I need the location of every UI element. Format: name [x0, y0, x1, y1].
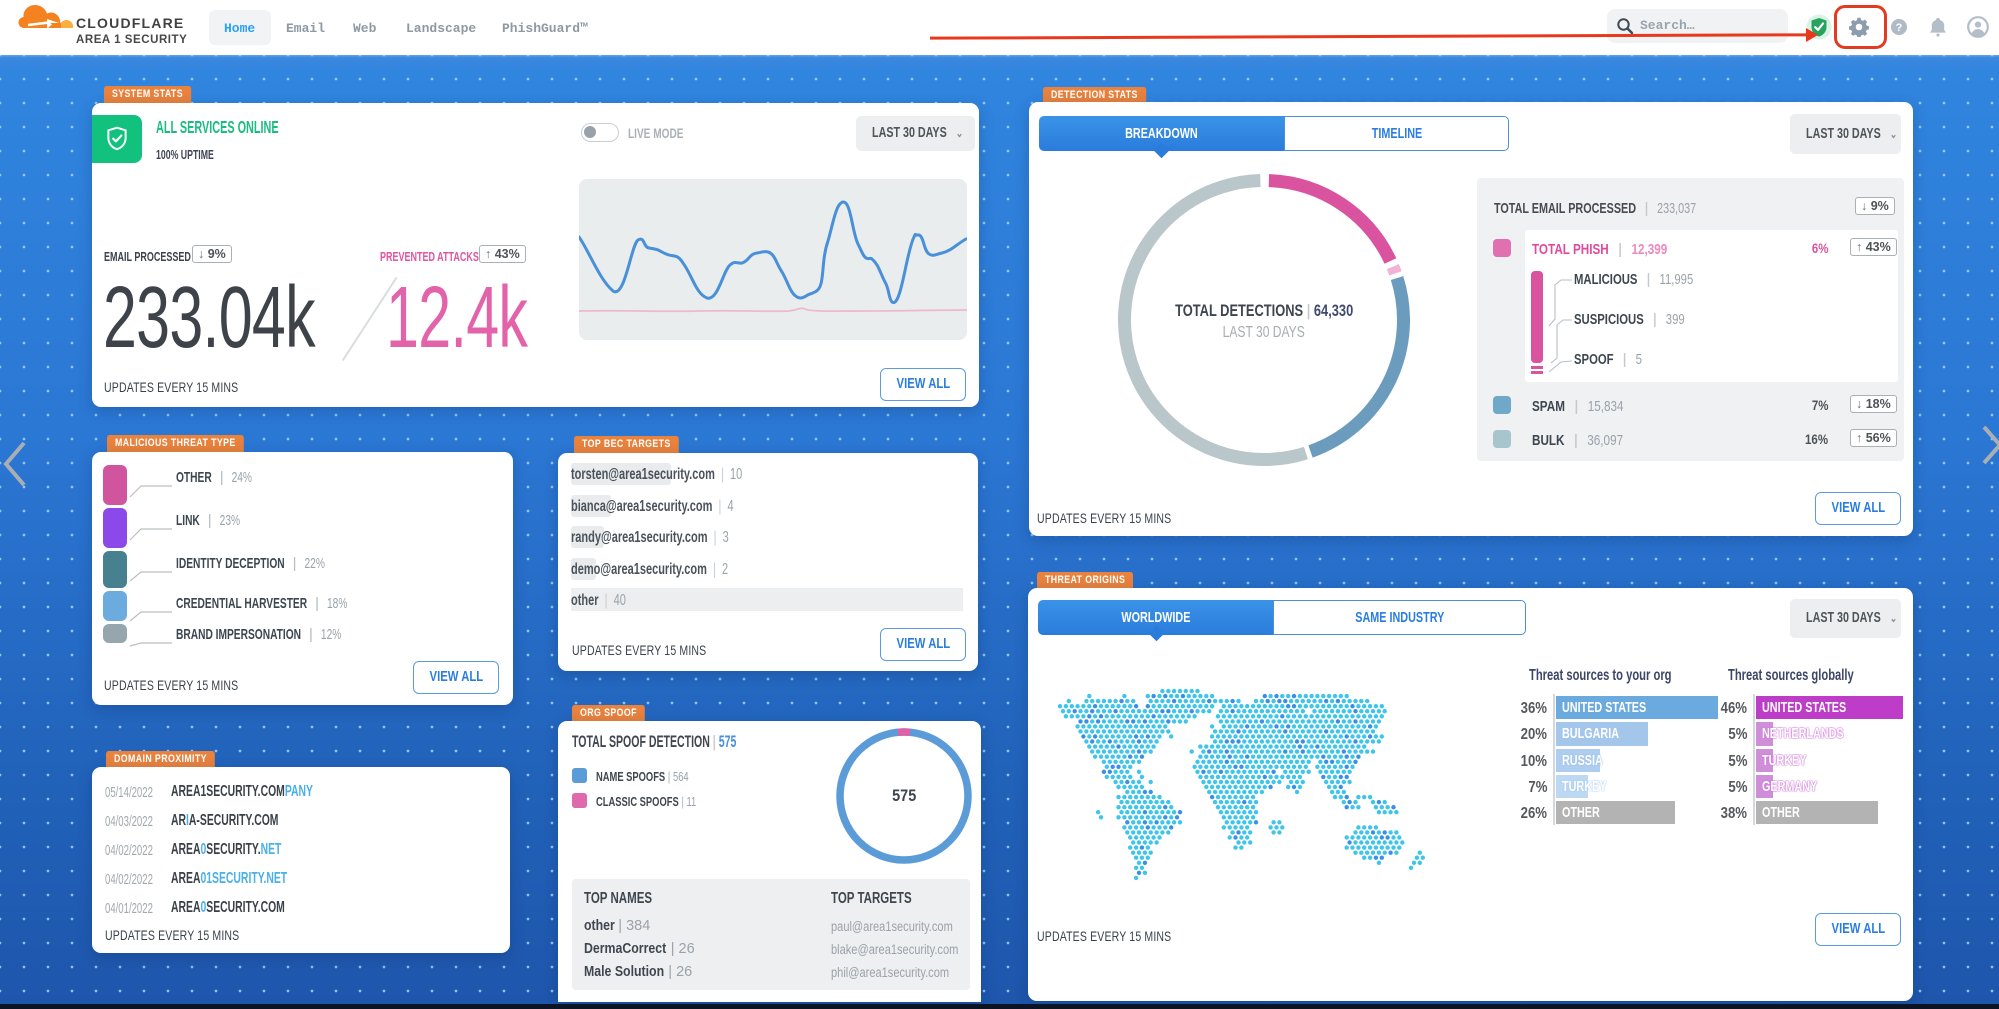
- svg-text:?: ?: [1896, 22, 1903, 34]
